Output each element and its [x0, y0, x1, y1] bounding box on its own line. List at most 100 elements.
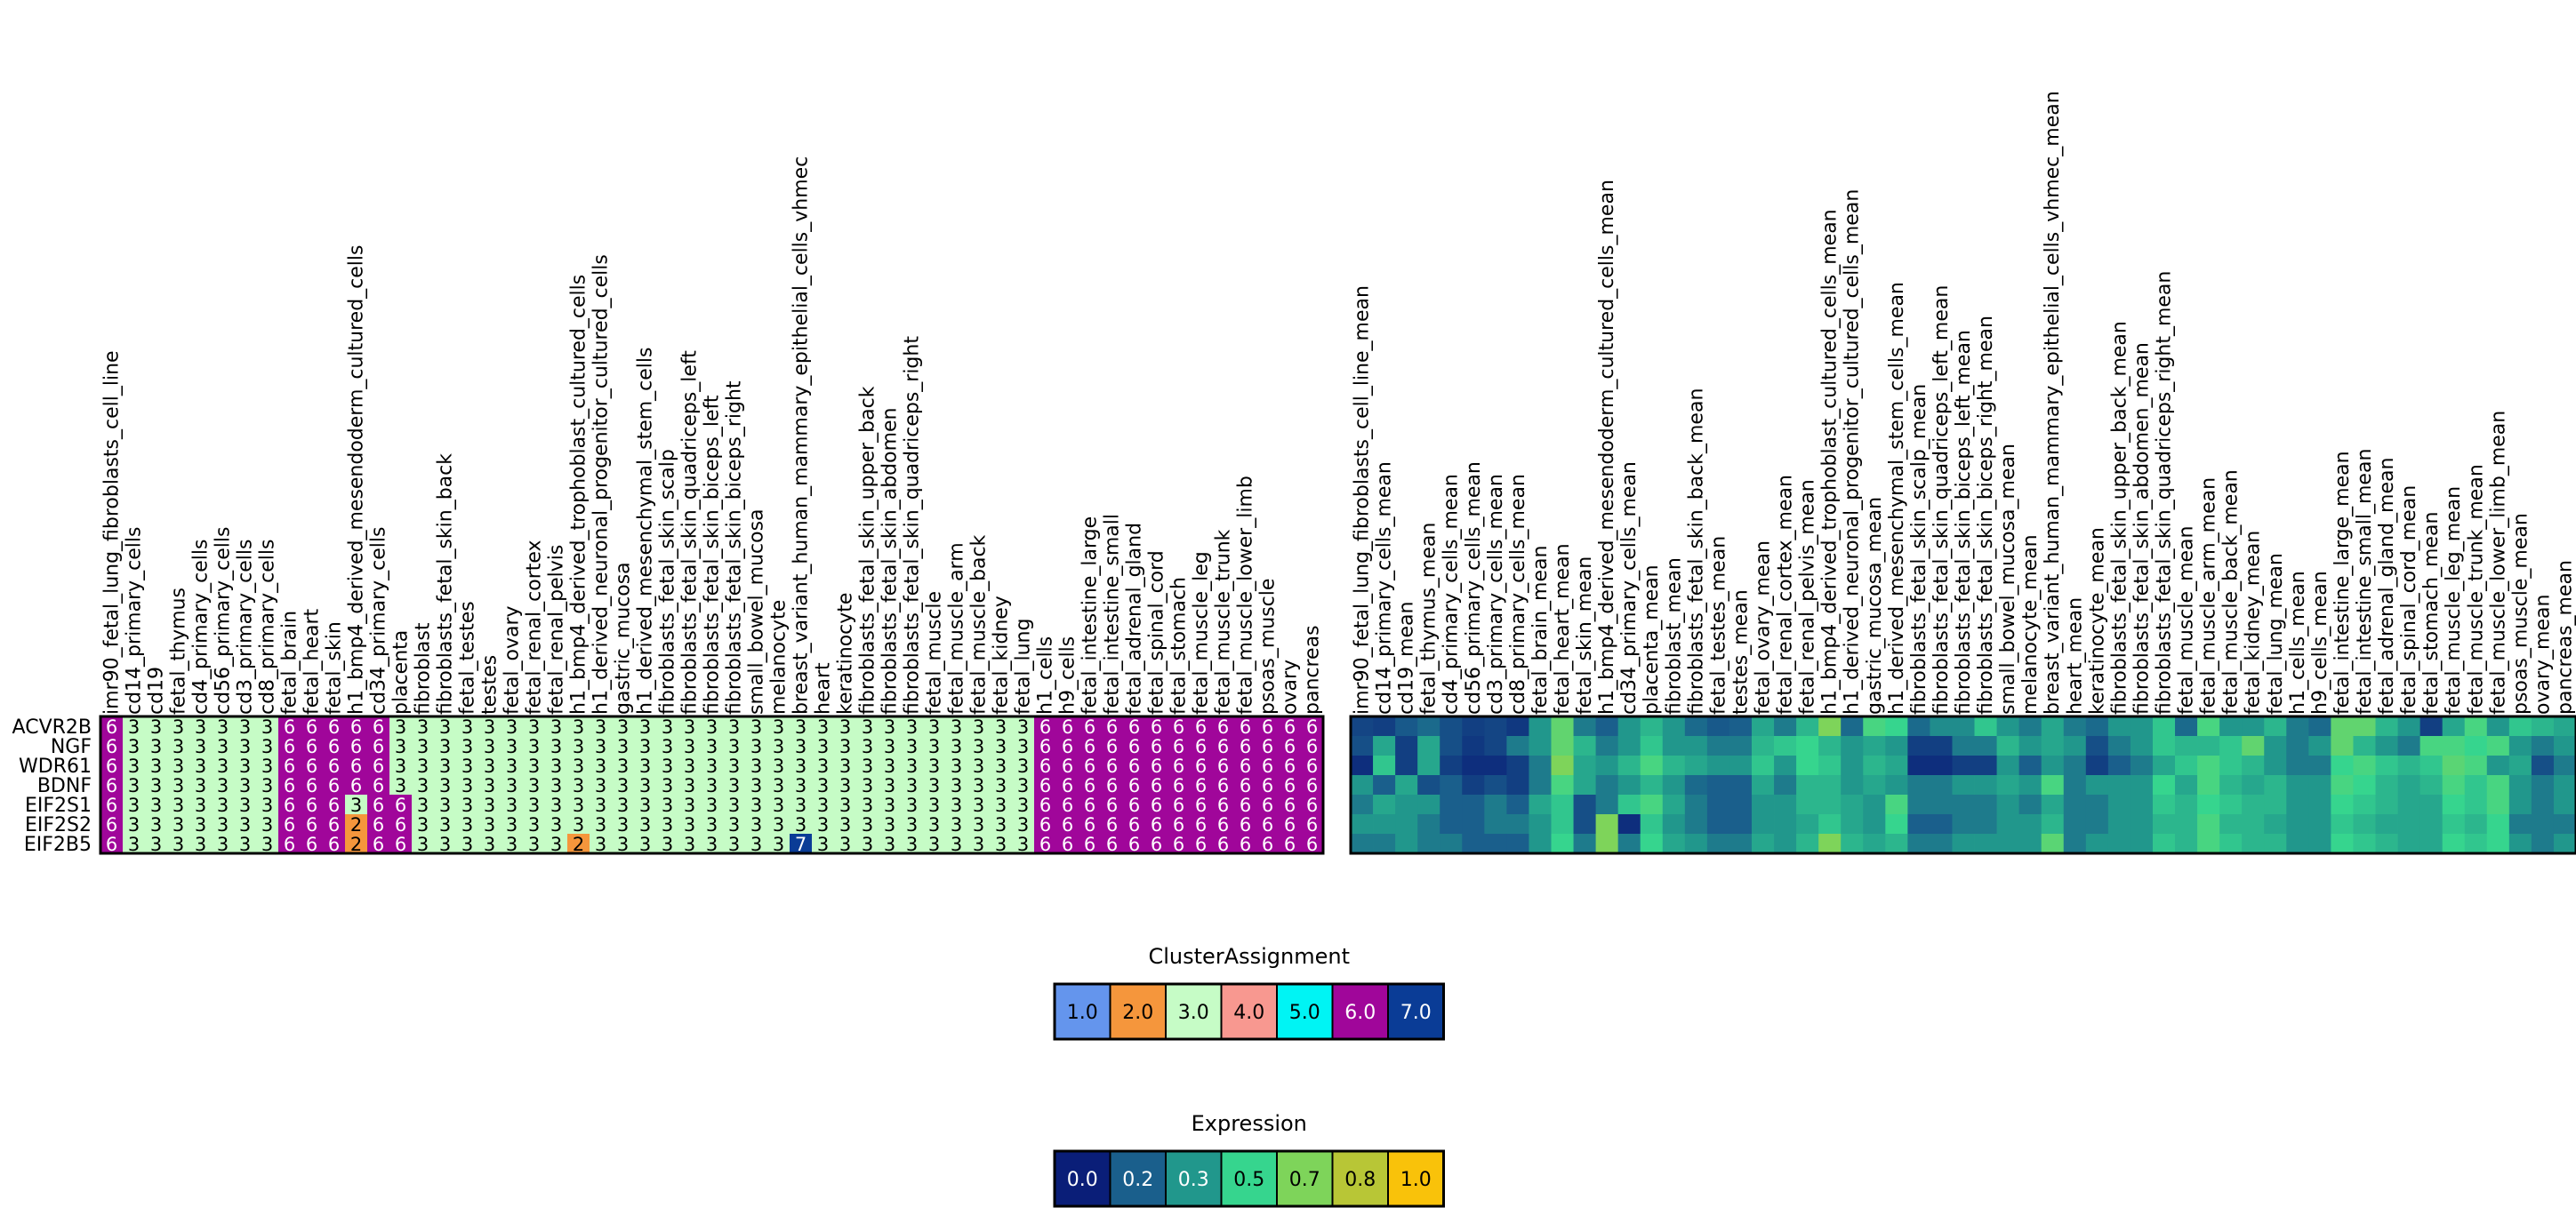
legend-title: Expression	[1192, 1111, 1307, 1136]
row-label: EIF2S2	[25, 814, 92, 836]
heatmap-cell	[189, 834, 213, 854]
heatmap-cell	[1190, 775, 1213, 796]
heatmap-cell	[2486, 775, 2510, 796]
heatmap-cell	[1462, 716, 1485, 737]
heatmap-cell	[1751, 775, 1775, 796]
heatmap-cell	[1256, 716, 1280, 737]
cell-value-label: 3	[862, 814, 873, 836]
heatmap-cell	[301, 814, 324, 835]
column-label: cd56_primary_cells_mean	[1463, 461, 1485, 715]
heatmap-cell	[945, 814, 968, 835]
heatmap-cell	[790, 795, 813, 815]
cell-value-label: 6	[106, 775, 117, 796]
heatmap-cell	[1351, 795, 1374, 815]
heatmap-cell	[2175, 775, 2198, 796]
cell-value-label: 6	[1062, 814, 1073, 836]
heatmap-cell	[1256, 814, 1280, 835]
heatmap-cell	[790, 756, 813, 776]
cell-value-label: 6	[1217, 716, 1229, 738]
column-label: cd8_primary_cells_mean	[1507, 474, 1529, 715]
heatmap-cell	[1395, 716, 1418, 737]
heatmap-cell	[1123, 795, 1146, 815]
column-label: imr90_fetal_lung_fibroblasts_cell_line	[101, 350, 124, 715]
heatmap-cell	[2420, 814, 2444, 835]
heatmap-cell	[1484, 756, 1507, 776]
cell-value-label: 6	[1151, 795, 1162, 816]
column-label: fibroblasts_fetal_skin_quadriceps_right_…	[2153, 271, 2175, 715]
heatmap-cell	[856, 834, 879, 854]
heatmap-cell	[812, 736, 835, 756]
cell-value-label: 3	[862, 716, 873, 738]
heatmap-cell	[1056, 736, 1079, 756]
heatmap-cell	[389, 814, 413, 835]
heatmap-cell	[1012, 736, 1035, 756]
heatmap-cell	[256, 756, 279, 776]
column-label: ovary_mean	[2532, 595, 2554, 715]
cell-value-label: 6	[1217, 756, 1229, 777]
heatmap-cell	[879, 756, 902, 776]
heatmap-cell	[745, 834, 768, 854]
heatmap-cell	[923, 775, 946, 796]
heatmap-cell	[834, 716, 857, 737]
heatmap-cell	[1996, 736, 2020, 756]
heatmap-cell	[123, 814, 146, 835]
legend-border	[1053, 982, 1445, 1041]
cell-value-label: 3	[595, 795, 606, 816]
heatmap-cell	[1729, 775, 1753, 796]
cell-value-label: 3	[795, 795, 807, 816]
cell-value-label: 6	[1306, 756, 1318, 777]
cell-value-label: 3	[662, 716, 673, 738]
heatmap-cell	[678, 814, 702, 835]
heatmap-cell	[456, 736, 479, 756]
heatmap-cell	[1145, 775, 1168, 796]
heatmap-cell	[1101, 756, 1124, 776]
heatmap-cell	[2308, 756, 2331, 776]
heatmap-cell	[1907, 775, 1930, 796]
cell-value-label: 3	[461, 795, 473, 816]
heatmap-cell	[1168, 814, 1191, 835]
cell-value-label: 3	[728, 756, 740, 777]
cell-value-label: 6	[1084, 756, 1095, 777]
cell-value-label: 3	[128, 814, 140, 836]
heatmap-cell	[1373, 834, 1396, 854]
cell-value-label: 3	[195, 736, 206, 757]
heatmap-cell	[567, 795, 590, 815]
legend-swatch	[1054, 1150, 1111, 1207]
column-label: cd4_primary_cells_mean	[1440, 474, 1463, 715]
column-label: fetal_muscle_back_mean	[2220, 469, 2243, 715]
cell-value-label: 6	[328, 814, 340, 836]
column-label: fetal_thymus	[168, 588, 190, 715]
legend-border	[1053, 1149, 1445, 1208]
heatmap-cell	[1551, 756, 1574, 776]
heatmap-cell	[2063, 814, 2087, 835]
heatmap-cell	[2219, 756, 2243, 776]
cell-value-label: 3	[217, 795, 229, 816]
heatmap-cell	[1907, 834, 1930, 854]
cell-value-label: 3	[550, 775, 562, 796]
heatmap-cell	[523, 795, 546, 815]
heatmap-cell	[1190, 795, 1213, 815]
heatmap-cell	[1640, 814, 1664, 835]
cell-value-label: 6	[1106, 756, 1118, 777]
heatmap-cell	[1863, 775, 1886, 796]
cell-value-label: 3	[217, 756, 229, 777]
heatmap-cell	[567, 834, 590, 854]
heatmap-cell	[2264, 736, 2287, 756]
legend-label: 3.0	[1178, 1002, 1209, 1024]
legend-label: 2.0	[1122, 1002, 1153, 1024]
heatmap-cell	[1417, 795, 1440, 815]
heatmap-cell	[834, 814, 857, 835]
cell-value-label: 6	[1284, 736, 1296, 757]
heatmap-cell	[2375, 756, 2398, 776]
column-label: h1_bmp4_derived_mesendoderm_cultured_cel…	[346, 245, 368, 716]
cell-value-label: 3	[484, 814, 495, 836]
cell-value-label: 6	[1195, 795, 1207, 816]
heatmap-cell	[1885, 736, 1908, 756]
cell-value-label: 3	[484, 716, 495, 738]
cell-value-label: 3	[951, 736, 962, 757]
heatmap-cell	[501, 834, 524, 854]
heatmap-cell	[901, 736, 924, 756]
heatmap-cell	[834, 756, 857, 776]
legend-label: 6.0	[1344, 1002, 1376, 1024]
cell-value-label: 3	[951, 795, 962, 816]
